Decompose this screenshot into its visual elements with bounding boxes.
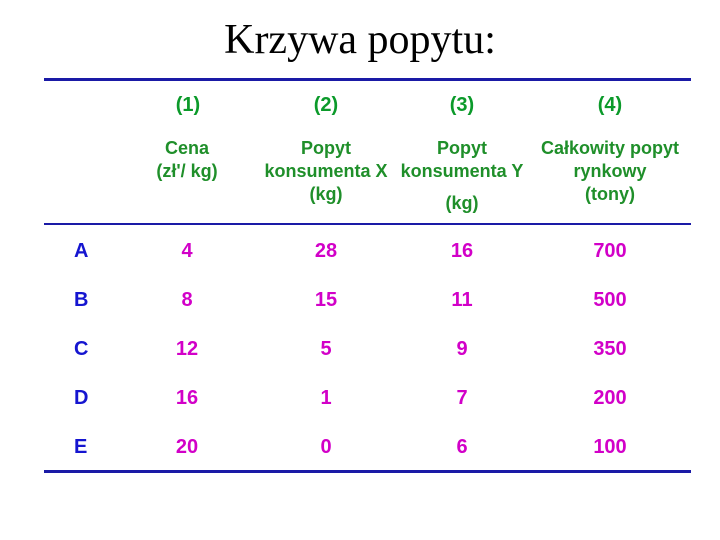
cell-market-demand: 350 xyxy=(593,338,627,360)
row-label-e: E xyxy=(74,436,88,458)
column-number-4: (4) xyxy=(597,94,623,116)
header-line: (kg) xyxy=(445,193,479,213)
column-number-2: (2) xyxy=(313,94,339,116)
row-label-a: A xyxy=(74,240,89,262)
header-line: (kg) xyxy=(309,184,343,204)
header-line: Cena xyxy=(164,138,209,158)
header-line: (zł'/ kg) xyxy=(156,161,218,181)
header-rule xyxy=(44,223,691,225)
cell-market-demand: 500 xyxy=(593,289,627,311)
header-line: rynkowy xyxy=(573,161,647,181)
header-line: konsumenta Y xyxy=(400,161,524,181)
cell-price: 12 xyxy=(175,338,199,360)
header-line: Popyt xyxy=(436,138,487,158)
cell-market-demand: 700 xyxy=(593,240,627,262)
slide-title: Krzywa popytu: xyxy=(224,17,496,63)
header-line: Popyt xyxy=(300,138,351,158)
cell-demand-y: 9 xyxy=(456,338,468,360)
cell-price: 4 xyxy=(181,240,193,262)
cell-demand-x: 5 xyxy=(320,338,332,360)
cell-price: 8 xyxy=(181,289,193,311)
column-header-demand-x: Popyt konsumenta X (kg) xyxy=(264,137,387,206)
row-label-c: C xyxy=(74,338,89,360)
row-label-d: D xyxy=(74,387,89,409)
cell-demand-y: 6 xyxy=(456,436,468,458)
top-rule xyxy=(44,78,691,81)
bottom-rule xyxy=(44,470,691,473)
cell-demand-x: 28 xyxy=(314,240,338,262)
column-number-3: (3) xyxy=(449,94,475,116)
row-label-b: B xyxy=(74,289,89,311)
cell-price: 16 xyxy=(175,387,199,409)
cell-market-demand: 200 xyxy=(593,387,627,409)
cell-demand-x: 1 xyxy=(320,387,332,409)
cell-demand-x: 15 xyxy=(314,289,338,311)
column-header-price: Cena (zł'/ kg) xyxy=(156,137,217,183)
column-number-1: (1) xyxy=(175,94,201,116)
column-header-demand-y: Popyt konsumenta Y (kg) xyxy=(401,137,524,215)
header-line: Całkowity popyt xyxy=(540,138,680,158)
header-line: (tony) xyxy=(585,184,635,204)
cell-demand-x: 0 xyxy=(320,436,332,458)
cell-demand-y: 16 xyxy=(450,240,474,262)
cell-demand-y: 7 xyxy=(456,387,468,409)
column-header-market-demand: Całkowity popyt rynkowy (tony) xyxy=(541,137,679,206)
cell-price: 20 xyxy=(175,436,199,458)
cell-demand-y: 11 xyxy=(451,289,473,311)
header-line: konsumenta X xyxy=(264,161,388,181)
cell-market-demand: 100 xyxy=(593,436,627,458)
